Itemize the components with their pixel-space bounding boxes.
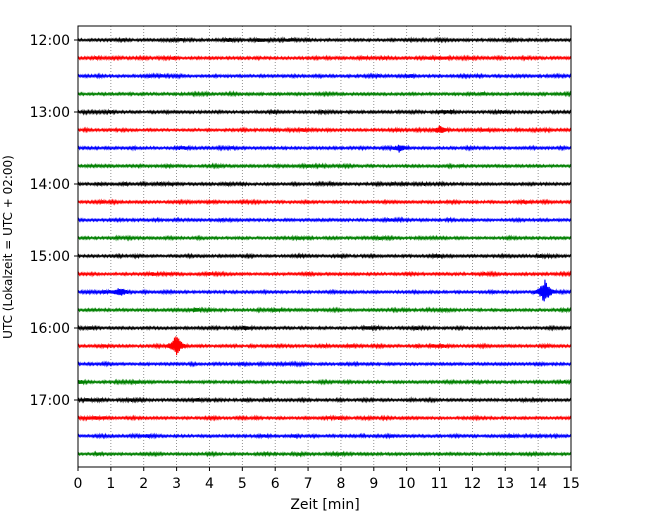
x-tick-label: 1	[106, 476, 115, 492]
trace-1730	[77, 432, 572, 440]
trace-1745	[77, 450, 572, 458]
x-axis: 0 1 2 3 4 5 6 7 8 9 10 11 12 13 14 15	[74, 467, 580, 492]
trace-1530	[77, 279, 572, 302]
y-tick-label: 13:00	[30, 105, 70, 121]
x-tick-label: 7	[304, 476, 313, 492]
trace-1630	[77, 360, 572, 368]
x-tick-label: 0	[74, 476, 83, 492]
trace-1445	[77, 234, 572, 242]
trace-1430	[77, 216, 572, 224]
trace-1300	[77, 108, 572, 116]
x-tick-label: 9	[369, 476, 378, 492]
trace-1200	[77, 36, 572, 44]
x-tick-label: 13	[496, 476, 514, 492]
trace-1515	[77, 270, 572, 278]
y-tick-label: 16:00	[30, 321, 70, 337]
trace-1315	[77, 125, 572, 134]
x-tick-label: 5	[238, 476, 247, 492]
x-tick-label: 4	[205, 476, 214, 492]
trace-1715	[77, 414, 572, 422]
seismogram-traces	[77, 36, 572, 458]
trace-1400	[77, 180, 572, 188]
trace-1230	[77, 72, 572, 80]
y-tick-label: 14:00	[30, 177, 70, 193]
x-tick-label: 8	[336, 476, 345, 492]
x-tick-label: 6	[271, 476, 280, 492]
x-tick-label: 2	[139, 476, 148, 492]
trace-1215	[77, 54, 572, 62]
y-tick-label: 15:00	[30, 249, 70, 265]
trace-1600	[77, 324, 572, 332]
trace-1345	[77, 162, 572, 170]
trace-1645	[77, 378, 572, 386]
y-tick-label: 12:00	[30, 33, 70, 49]
y-axis-label: UTC (Lokalzeit = UTC + 02:00)	[1, 155, 15, 339]
trace-1415	[77, 198, 572, 206]
trace-1330	[77, 144, 572, 153]
x-tick-label: 12	[463, 476, 481, 492]
plot-frame	[77, 25, 572, 468]
trace-1700	[77, 396, 572, 404]
trace-1615	[77, 336, 572, 356]
trace-1500	[77, 252, 572, 260]
x-tick-label: 11	[431, 476, 449, 492]
y-axis: 12:00 13:00 14:00 15:00 16:00 17:00	[30, 33, 78, 409]
trace-1545	[77, 306, 572, 314]
trace-1245	[77, 90, 572, 98]
x-axis-label: Zeit [min]	[290, 497, 359, 513]
y-tick-label: 17:00	[30, 393, 70, 409]
x-tick-label: 10	[398, 476, 416, 492]
x-tick-label: 3	[172, 476, 181, 492]
x-tick-label: 14	[529, 476, 547, 492]
x-tick-label: 15	[562, 476, 580, 492]
